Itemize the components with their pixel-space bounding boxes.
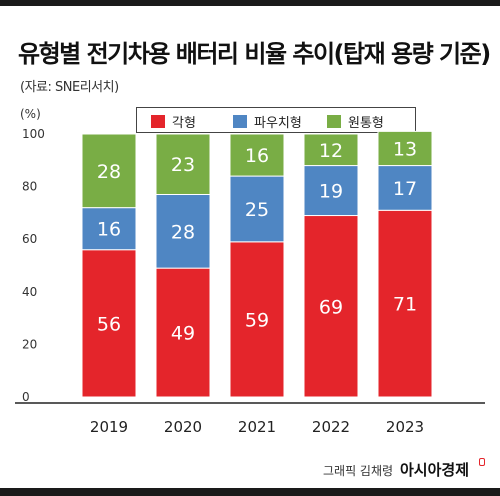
data-label-cylindrical-2021: 16: [245, 145, 269, 167]
publisher-logo: 아시아경제: [400, 461, 470, 479]
x-tick-label: 2019: [90, 418, 128, 436]
y-tick-label: 0: [22, 390, 30, 404]
y-tick-label: 60: [22, 232, 37, 246]
bar-segment-pouch-2021: [229, 175, 285, 243]
legend-label-prismatic: 각형: [172, 115, 196, 131]
chart-title: 유형별 전기차용 배터리 비율 추이(탑재 용량 기준): [18, 40, 491, 68]
legend-swatch-pouch: [233, 114, 247, 128]
data-label-pouch-2020: 28: [171, 221, 195, 243]
bar-segment-cylindrical-2019: [81, 133, 137, 209]
data-label-cylindrical-2020: 23: [171, 154, 195, 176]
bar-segment-prismatic-2021: [229, 241, 285, 398]
legend-label-cylindrical: 원통형: [348, 115, 384, 131]
x-tick-label: 2020: [164, 418, 202, 436]
bar-segment-cylindrical-2023: [377, 130, 433, 167]
legend-swatch-cylindrical: [327, 114, 341, 128]
legend-item-prismatic: 각형: [151, 113, 196, 131]
data-label-prismatic-2021: 59: [245, 309, 269, 331]
legend-label-pouch: 파우치형: [254, 115, 302, 131]
top-rule: [0, 0, 500, 6]
legend: 각형 파우치형 원통형: [136, 107, 416, 133]
legend-swatch-prismatic: [151, 114, 165, 128]
data-label-pouch-2019: 16: [97, 219, 121, 241]
y-tick-label: 100: [22, 127, 45, 141]
data-label-pouch-2023: 17: [393, 178, 417, 200]
brand-mark-icon: [479, 458, 485, 466]
bar-segment-pouch-2023: [377, 165, 433, 211]
y-tick-label: 80: [22, 180, 37, 194]
data-label-cylindrical-2022: 12: [319, 140, 343, 162]
bar-segment-cylindrical-2021: [229, 133, 285, 177]
data-label-cylindrical-2019: 28: [97, 161, 121, 183]
data-label-prismatic-2023: 71: [393, 294, 417, 316]
bar-segment-prismatic-2019: [81, 249, 137, 398]
legend-item-pouch: 파우치형: [233, 113, 302, 131]
data-label-prismatic-2020: 49: [171, 323, 195, 345]
bar-segment-prismatic-2022: [303, 215, 359, 398]
y-tick-label: 40: [22, 285, 37, 299]
data-label-prismatic-2019: 56: [97, 313, 121, 335]
x-tick-label: 2023: [386, 418, 424, 436]
bottom-rule: [0, 488, 500, 496]
bar-segment-pouch-2020: [155, 193, 211, 269]
x-tick-label: 2021: [238, 418, 276, 436]
data-label-pouch-2022: 19: [319, 181, 343, 203]
data-label-cylindrical-2023: 13: [393, 138, 417, 160]
y-tick-label: 20: [22, 337, 37, 351]
data-label-pouch-2021: 25: [245, 199, 269, 221]
graphic-credit: 그래픽 김채령: [323, 464, 394, 478]
bar-segment-cylindrical-2020: [155, 133, 211, 195]
legend-item-cylindrical: 원통형: [327, 113, 384, 131]
data-label-prismatic-2022: 69: [319, 296, 343, 318]
source-note: (자료: SNE리서치): [20, 80, 119, 95]
bar-segment-cylindrical-2022: [303, 133, 359, 167]
y-axis-unit: (%): [20, 107, 41, 121]
bar-segment-pouch-2019: [81, 207, 137, 251]
x-tick-label: 2022: [312, 418, 350, 436]
